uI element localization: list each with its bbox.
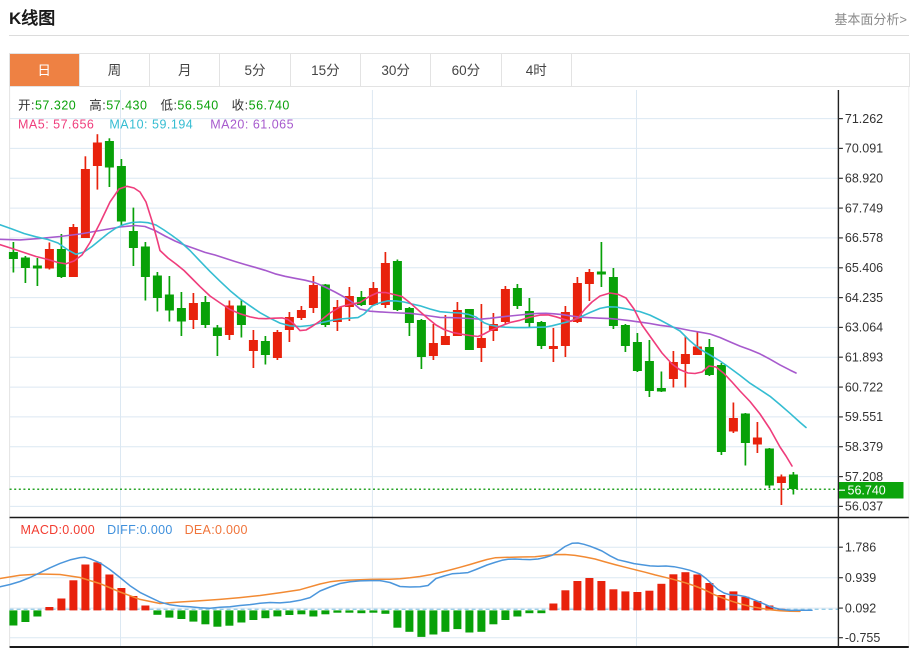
svg-text:63.064: 63.064 [845, 321, 883, 335]
svg-text:0.939: 0.939 [845, 571, 876, 585]
svg-text:56.740: 56.740 [848, 484, 886, 498]
svg-text:61.893: 61.893 [845, 351, 883, 365]
svg-text:56.037: 56.037 [845, 500, 883, 514]
svg-text:-0.755: -0.755 [845, 631, 880, 645]
svg-text:60.722: 60.722 [845, 380, 883, 394]
svg-text:1.786: 1.786 [845, 541, 876, 555]
svg-text:65.406: 65.406 [845, 261, 883, 275]
svg-text:58.379: 58.379 [845, 440, 883, 454]
svg-text:68.920: 68.920 [845, 172, 883, 186]
svg-text:70.091: 70.091 [845, 142, 883, 156]
svg-text:57.208: 57.208 [845, 470, 883, 484]
svg-text:59.551: 59.551 [845, 410, 883, 424]
svg-text:64.235: 64.235 [845, 291, 883, 305]
svg-text:71.262: 71.262 [845, 112, 883, 126]
svg-text:0.092: 0.092 [845, 601, 876, 615]
svg-text:66.578: 66.578 [845, 231, 883, 245]
svg-text:67.749: 67.749 [845, 201, 883, 215]
